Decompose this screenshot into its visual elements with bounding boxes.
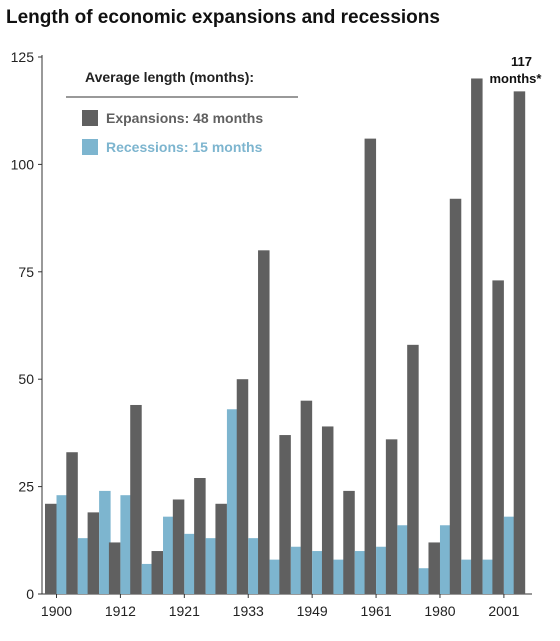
- recession-bar: [354, 551, 367, 594]
- expansion-bar: [385, 439, 398, 594]
- y-tick-label: 125: [11, 49, 35, 65]
- x-tick-label: 1961: [360, 603, 391, 619]
- axes: 0 25 50 75 100 125 1900 1912 1921 1933 1949 1961 198…: [11, 49, 532, 619]
- expansion-bar: [66, 452, 78, 594]
- annotation-value: 117: [511, 54, 532, 69]
- recession-bar: [205, 538, 218, 594]
- expansion-bar: [130, 404, 142, 594]
- expansion-bar: [449, 198, 462, 594]
- annotations: 117 months*: [489, 54, 542, 86]
- recession-bar: [99, 490, 111, 594]
- legend-swatch-expansions: [82, 110, 98, 126]
- x-tick-label: 1980: [424, 603, 455, 619]
- recession-bar: [56, 495, 68, 594]
- recession-bar: [503, 516, 516, 594]
- x-tick-label: 1949: [297, 603, 328, 619]
- y-tick-label: 25: [18, 479, 34, 495]
- x-tick-label: 1900: [41, 603, 72, 619]
- legend-label-expansions: Expansions: 48 months: [106, 110, 263, 126]
- expansion-bar: [215, 503, 227, 594]
- recession-bar: [397, 525, 409, 594]
- recession-bar: [333, 559, 345, 594]
- legend: Average length (months): Expansions: 48 m…: [66, 69, 298, 155]
- expansion-bar: [321, 426, 334, 594]
- annotation-unit: months*: [489, 71, 542, 86]
- recession-bar: [141, 563, 154, 594]
- recession-bar: [439, 525, 452, 594]
- bars: [45, 78, 526, 595]
- expansion-bar: [236, 379, 249, 594]
- expansion-bar: [343, 490, 355, 594]
- recession-bar: [461, 559, 473, 594]
- expansion-bar: [300, 400, 313, 594]
- expansion-bar: [279, 435, 291, 594]
- y-tick-label: 100: [11, 156, 35, 172]
- legend-title: Average length (months):: [85, 69, 254, 85]
- expansion-bar: [407, 344, 419, 594]
- recession-bar: [290, 546, 303, 594]
- expansion-bar: [364, 138, 377, 594]
- expansion-bar: [428, 542, 440, 594]
- y-tick-label: 0: [26, 586, 34, 602]
- x-tick-label: 1921: [169, 603, 200, 619]
- chart-title: Length of economic expansions and recess…: [6, 7, 440, 28]
- recession-bar: [184, 533, 196, 594]
- recession-bar: [376, 546, 388, 594]
- recession-bar: [418, 568, 431, 594]
- legend-swatch-recessions: [82, 139, 98, 155]
- recession-bar: [226, 409, 239, 594]
- recession-bar: [77, 538, 90, 594]
- y-tick-label: 75: [18, 264, 34, 280]
- recession-bar: [120, 495, 132, 594]
- expansion-bar: [87, 512, 100, 594]
- x-tick-label: 1933: [233, 603, 264, 619]
- recession-bar: [269, 559, 282, 594]
- expansion-bar: [194, 478, 206, 594]
- recession-bar: [248, 538, 260, 594]
- expansion-bar: [513, 91, 526, 595]
- expansion-bar: [258, 250, 270, 594]
- x-tick-label: 1912: [105, 603, 136, 619]
- x-tick-label: 2001: [488, 603, 519, 619]
- expansion-bar: [172, 499, 185, 594]
- expansion-bar: [471, 78, 483, 595]
- y-tick-label: 50: [18, 371, 34, 387]
- recession-bar: [163, 516, 175, 594]
- expansion-bar: [45, 503, 57, 594]
- expansion-bar: [151, 551, 164, 594]
- recession-bar: [482, 559, 495, 594]
- recession-bar: [312, 551, 324, 594]
- expansion-bar: [108, 542, 121, 594]
- expansion-bar: [492, 280, 504, 594]
- legend-label-recessions: Recessions: 15 months: [106, 139, 263, 155]
